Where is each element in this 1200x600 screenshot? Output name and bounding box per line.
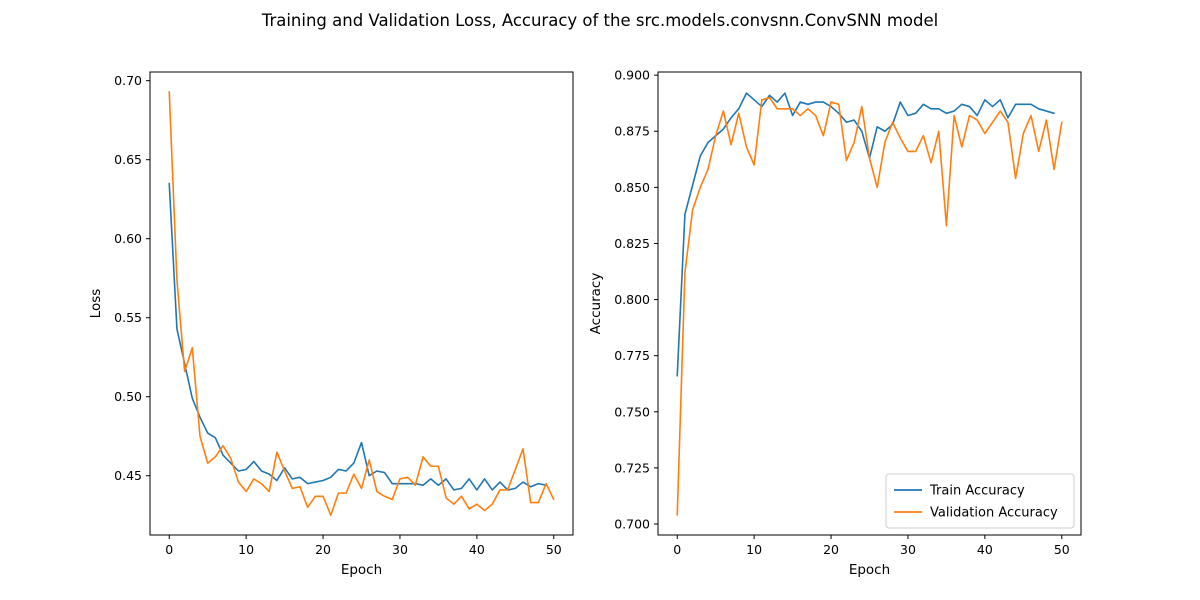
accuracy-y-tick-label: 0.750 — [614, 404, 650, 419]
loss-y-axis-label: Loss — [88, 289, 104, 319]
loss-x-tick-label: 50 — [546, 542, 562, 557]
accuracy-x-tick-label: 20 — [823, 542, 839, 557]
loss-x-tick-label: 0 — [165, 542, 173, 557]
loss-plot: 0 10 20 30 40 50 0.45 0.50 0.55 0.60 0.65 0.70 Epoch… — [88, 71, 574, 578]
accuracy-y-tick-label: 0.850 — [614, 180, 650, 195]
loss-y-tick-label: 0.55 — [114, 310, 142, 325]
accuracy-train-line — [676, 92, 1055, 377]
accuracy-y-tick-label: 0.900 — [614, 68, 650, 83]
accuracy-y-tick-label: 0.800 — [614, 292, 650, 307]
accuracy-y-tick-label: 0.775 — [614, 348, 650, 363]
loss-x-axis-label: Epoch — [341, 562, 382, 578]
accuracy-y-axis-label: Accuracy — [588, 273, 604, 335]
accuracy-legend-validation-label: Validation Accuracy — [930, 506, 1058, 521]
loss-x-tick-label: 20 — [315, 542, 331, 557]
accuracy-validation-line — [676, 96, 1063, 516]
accuracy-y-tick-label: 0.825 — [614, 236, 650, 251]
accuracy-x-tick-label: 30 — [900, 542, 916, 557]
accuracy-legend-train-label: Train Accuracy — [929, 484, 1025, 499]
loss-validation-line — [168, 90, 555, 517]
accuracy-x-axis-label: Epoch — [849, 562, 890, 578]
loss-axes-frame — [149, 71, 574, 536]
figure-title: Training and Validation Loss, Accuracy o… — [261, 11, 938, 30]
loss-y-tick-label: 0.65 — [114, 152, 142, 167]
loss-y-tick-label: 0.50 — [114, 389, 142, 404]
accuracy-x-tick-label: 50 — [1054, 542, 1070, 557]
loss-y-tick-label: 0.45 — [114, 468, 142, 483]
accuracy-y-tick-label: 0.700 — [614, 517, 650, 532]
accuracy-x-tick-label: 0 — [673, 542, 681, 557]
accuracy-y-tick-label: 0.875 — [614, 124, 650, 139]
accuracy-x-tick-label: 40 — [977, 542, 993, 557]
loss-x-tick-label: 10 — [238, 542, 254, 557]
accuracy-axes-frame — [657, 71, 1082, 536]
accuracy-y-tick-label: 0.725 — [614, 460, 650, 475]
accuracy-legend: Train Accuracy Validation Accuracy — [885, 473, 1075, 529]
accuracy-legend-frame — [885, 473, 1075, 529]
loss-y-tick-label: 0.60 — [114, 231, 142, 246]
accuracy-plot: 0 10 20 30 40 50 0.700 0.725 0.750 0.775 0.800 0.82… — [588, 68, 1082, 578]
accuracy-x-tick-label: 10 — [746, 542, 762, 557]
loss-x-tick-label: 40 — [469, 542, 485, 557]
loss-x-tick-label: 30 — [392, 542, 408, 557]
loss-y-tick-label: 0.70 — [114, 73, 142, 88]
